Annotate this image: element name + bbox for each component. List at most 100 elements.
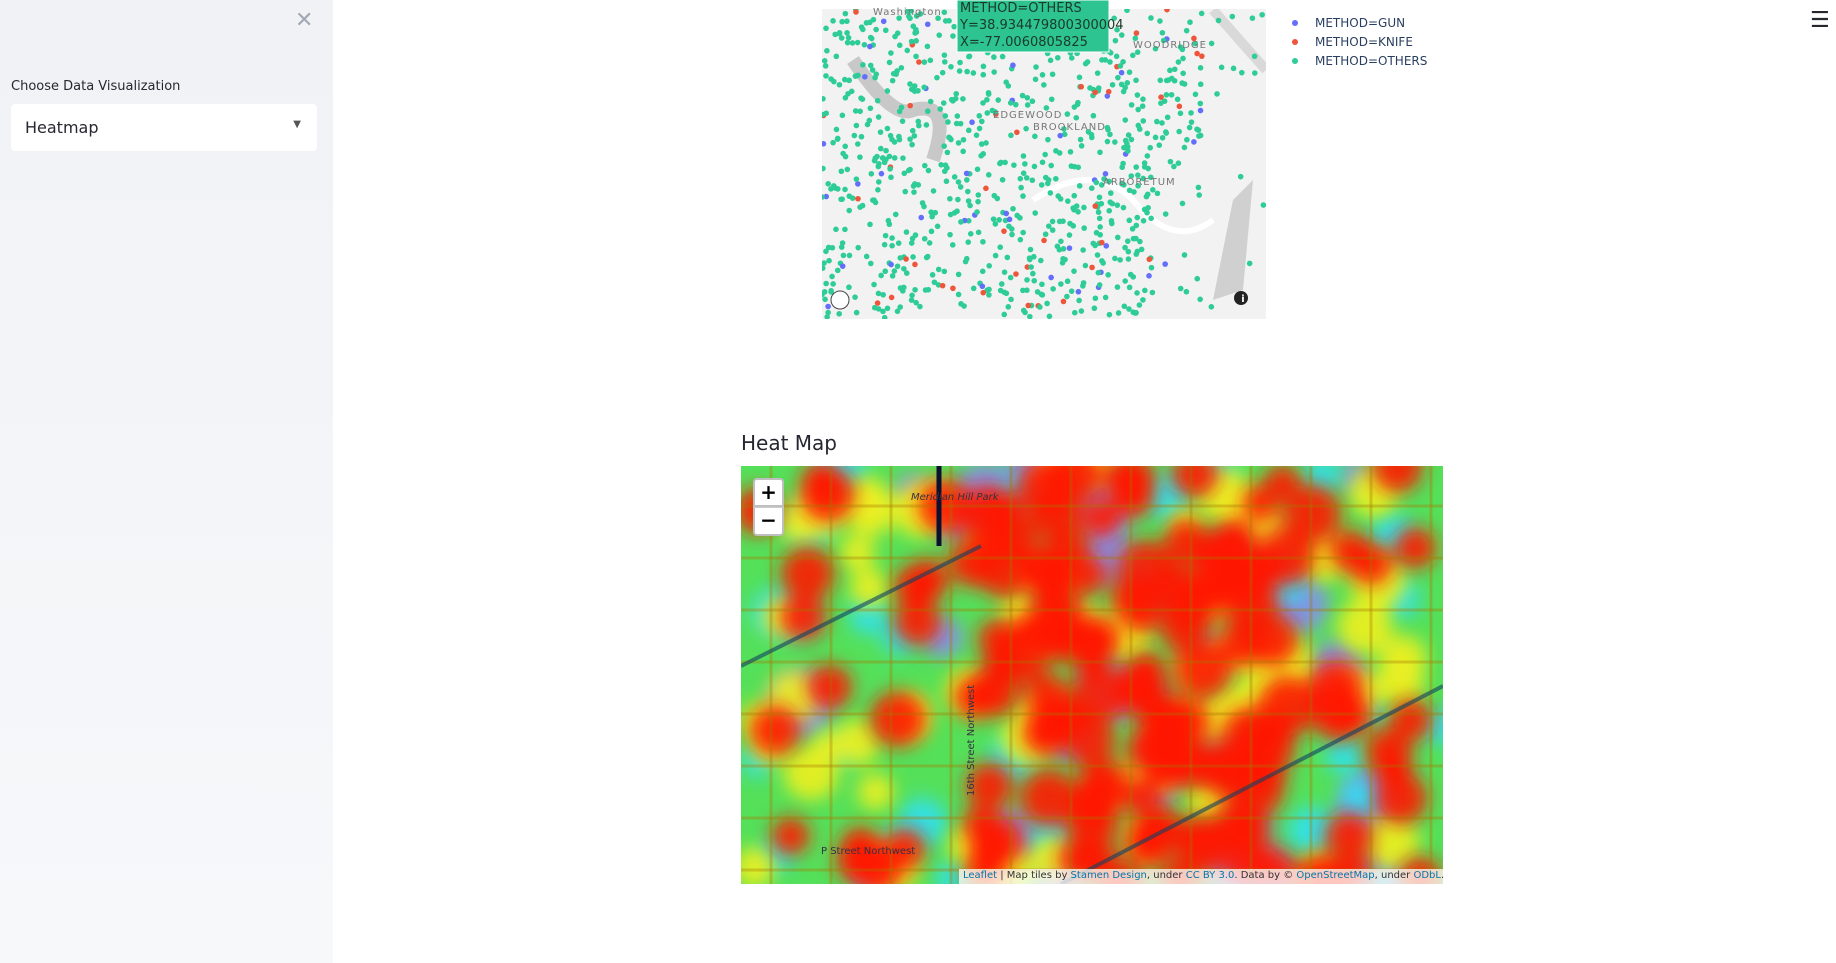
incident-dot <box>1150 186 1156 193</box>
incident-dot <box>844 166 851 173</box>
incident-dot <box>853 176 860 182</box>
incident-dot <box>822 95 826 102</box>
incident-dot <box>874 153 880 160</box>
incident-dot <box>1070 205 1076 211</box>
incident-dot <box>1133 164 1139 170</box>
legend-label[interactable]: METHOD=KNIFE <box>1315 35 1413 49</box>
incident-dot <box>896 108 903 115</box>
incident-dot <box>839 18 845 25</box>
incident-dot <box>1093 179 1100 186</box>
incident-dot <box>871 304 878 311</box>
close-sidebar[interactable]: ✕ <box>295 8 314 33</box>
incident-dot <box>931 279 938 286</box>
incident-dot <box>930 188 937 194</box>
attribution-link[interactable]: Stamen Design <box>1070 870 1147 881</box>
tooltip-line: METHOD=OTHERS <box>960 1 1082 16</box>
incident-dot <box>1229 13 1236 20</box>
incident-dot <box>943 178 950 185</box>
attribution-link[interactable]: OpenStreetMap <box>1296 870 1375 881</box>
incident-dot <box>934 223 941 230</box>
heat-blob <box>989 511 1039 561</box>
incident-dot <box>927 98 934 105</box>
incident-dot <box>1049 71 1056 78</box>
visualization-select[interactable]: Heatmap ▼ <box>11 104 317 151</box>
incident-dot <box>1136 302 1143 308</box>
incident-dot <box>1031 163 1038 170</box>
heat-blob <box>1082 498 1121 538</box>
incident-dot <box>873 26 879 33</box>
heat-blob <box>1324 812 1374 861</box>
incident-dot <box>975 198 981 205</box>
incident-dot <box>830 18 836 24</box>
incident-dot <box>1027 246 1034 253</box>
zoom-in[interactable]: + <box>753 478 784 507</box>
incident-dot <box>888 294 895 301</box>
incident-dot <box>1061 131 1068 138</box>
incident-dot <box>1071 163 1078 170</box>
attribution-link[interactable]: CC BY 3.0 <box>1185 870 1235 881</box>
incident-dot <box>942 18 949 24</box>
attribution-link[interactable]: ODbL <box>1413 870 1441 881</box>
incident-dot <box>955 271 962 278</box>
incident-dot <box>830 183 837 189</box>
incident-dot <box>1180 55 1186 62</box>
incident-dot <box>958 219 964 225</box>
incident-dot <box>885 217 892 224</box>
incident-dot <box>947 135 953 141</box>
incident-dot <box>1113 53 1120 60</box>
incident-dot <box>986 292 992 298</box>
incident-dot <box>825 180 831 187</box>
incident-dot <box>900 155 906 161</box>
place-label: WOODRIDGE <box>1133 40 1207 51</box>
incident-dot <box>1071 192 1078 199</box>
attribution-link[interactable]: Leaflet <box>963 870 998 881</box>
incident-dot <box>849 40 856 46</box>
legend-label[interactable]: METHOD=GUN <box>1315 16 1405 30</box>
incident-dot <box>1148 215 1154 222</box>
incident-dot <box>911 83 918 89</box>
incident-dot <box>1095 209 1102 216</box>
incident-dot <box>822 140 827 147</box>
incident-dot <box>1134 290 1140 296</box>
incident-dot <box>838 168 845 175</box>
incident-dot <box>1148 264 1155 271</box>
incident-dot <box>1183 288 1190 295</box>
incident-dot <box>891 268 898 274</box>
map-search-icon[interactable] <box>830 290 850 310</box>
select-label: Choose Data Visualization <box>11 79 181 94</box>
incident-dot <box>1020 307 1027 314</box>
incident-dot <box>1060 298 1067 305</box>
incident-dot <box>1004 254 1011 261</box>
incident-dot <box>875 187 881 193</box>
incident-dot <box>1125 256 1132 262</box>
incident-dot <box>833 53 840 60</box>
heat-blob <box>1037 608 1092 663</box>
incident-dot <box>1252 70 1258 76</box>
incident-dot <box>1026 255 1033 261</box>
incident-dot <box>825 303 831 310</box>
incident-dot <box>1098 200 1105 207</box>
incident-dot <box>1038 257 1044 264</box>
incident-dot <box>1019 92 1026 99</box>
incident-dot <box>915 118 922 125</box>
incident-dot <box>941 52 948 58</box>
incident-dot <box>874 97 881 104</box>
incident-dot <box>881 314 888 319</box>
incident-dot <box>884 88 891 94</box>
heat-blob <box>1078 758 1130 810</box>
incident-dot <box>1028 264 1034 270</box>
incident-dot <box>1175 59 1182 65</box>
incident-dot <box>1092 203 1099 209</box>
incident-dot <box>1029 177 1036 184</box>
map-info-icon[interactable] <box>1234 291 1248 305</box>
incident-dot <box>1195 184 1202 191</box>
incident-dot <box>1125 148 1131 154</box>
incident-dot <box>954 113 961 119</box>
incident-dot <box>871 197 877 203</box>
incident-dot <box>889 77 896 84</box>
incident-dot <box>1122 137 1129 144</box>
legend-label[interactable]: METHOD=OTHERS <box>1315 54 1427 68</box>
zoom-out[interactable]: − <box>753 507 784 536</box>
heat-blob <box>1220 803 1272 855</box>
main-menu[interactable]: ☰ <box>1810 8 1830 33</box>
